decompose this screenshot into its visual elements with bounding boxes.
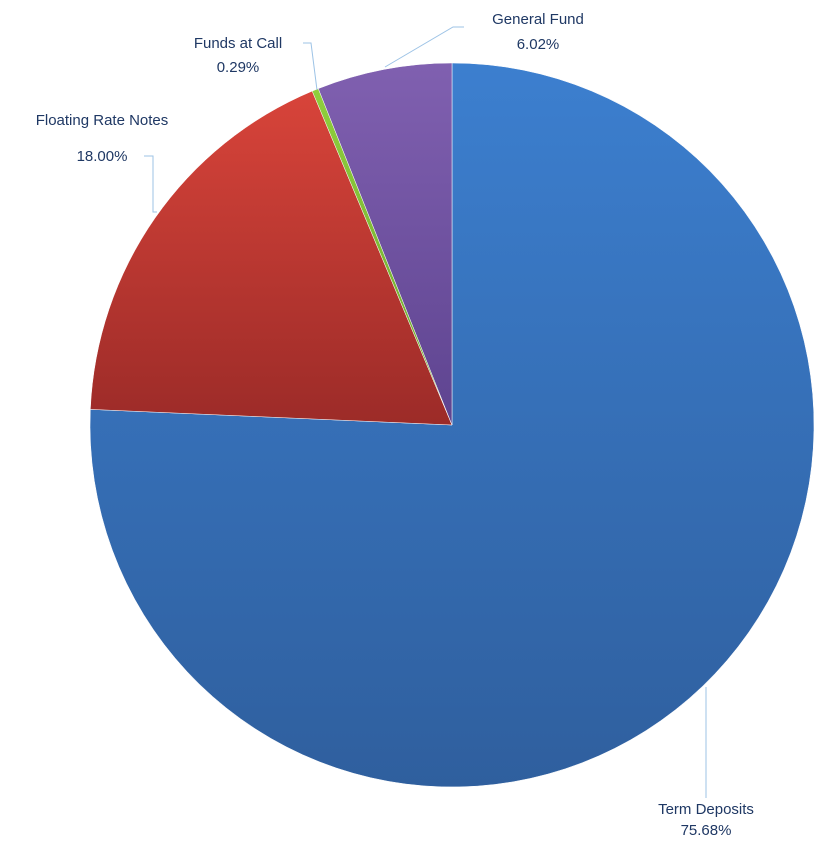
pie-slices — [89, 62, 814, 788]
leader-line-general-fund — [384, 26, 464, 68]
label-value-general-fund: 6.02% — [517, 36, 560, 53]
label-name-floating-rate-notes: Floating Rate Notes — [36, 112, 169, 129]
slice-label-funds-at-call: Funds at Call 0.29% — [194, 35, 318, 91]
label-value-floating-rate-notes: 18.00% — [77, 148, 128, 165]
pie-slice-general-fund — [317, 62, 453, 426]
label-value-term-deposits: 75.68% — [681, 822, 732, 839]
leader-line-floating-rate-notes — [144, 155, 157, 213]
leader-line-funds-at-call — [303, 42, 318, 91]
label-name-general-fund: General Fund — [492, 11, 584, 28]
label-name-term-deposits: Term Deposits — [658, 801, 754, 818]
pie-slice-floating-rate-notes — [90, 90, 453, 426]
label-value-funds-at-call: 0.29% — [217, 59, 260, 76]
label-name-funds-at-call: Funds at Call — [194, 35, 282, 52]
slice-label-general-fund: General Fund 6.02% — [384, 11, 584, 68]
slice-label-term-deposits: Term Deposits 75.68% — [658, 687, 754, 839]
slice-label-floating-rate-notes: Floating Rate Notes 18.00% — [36, 112, 169, 213]
